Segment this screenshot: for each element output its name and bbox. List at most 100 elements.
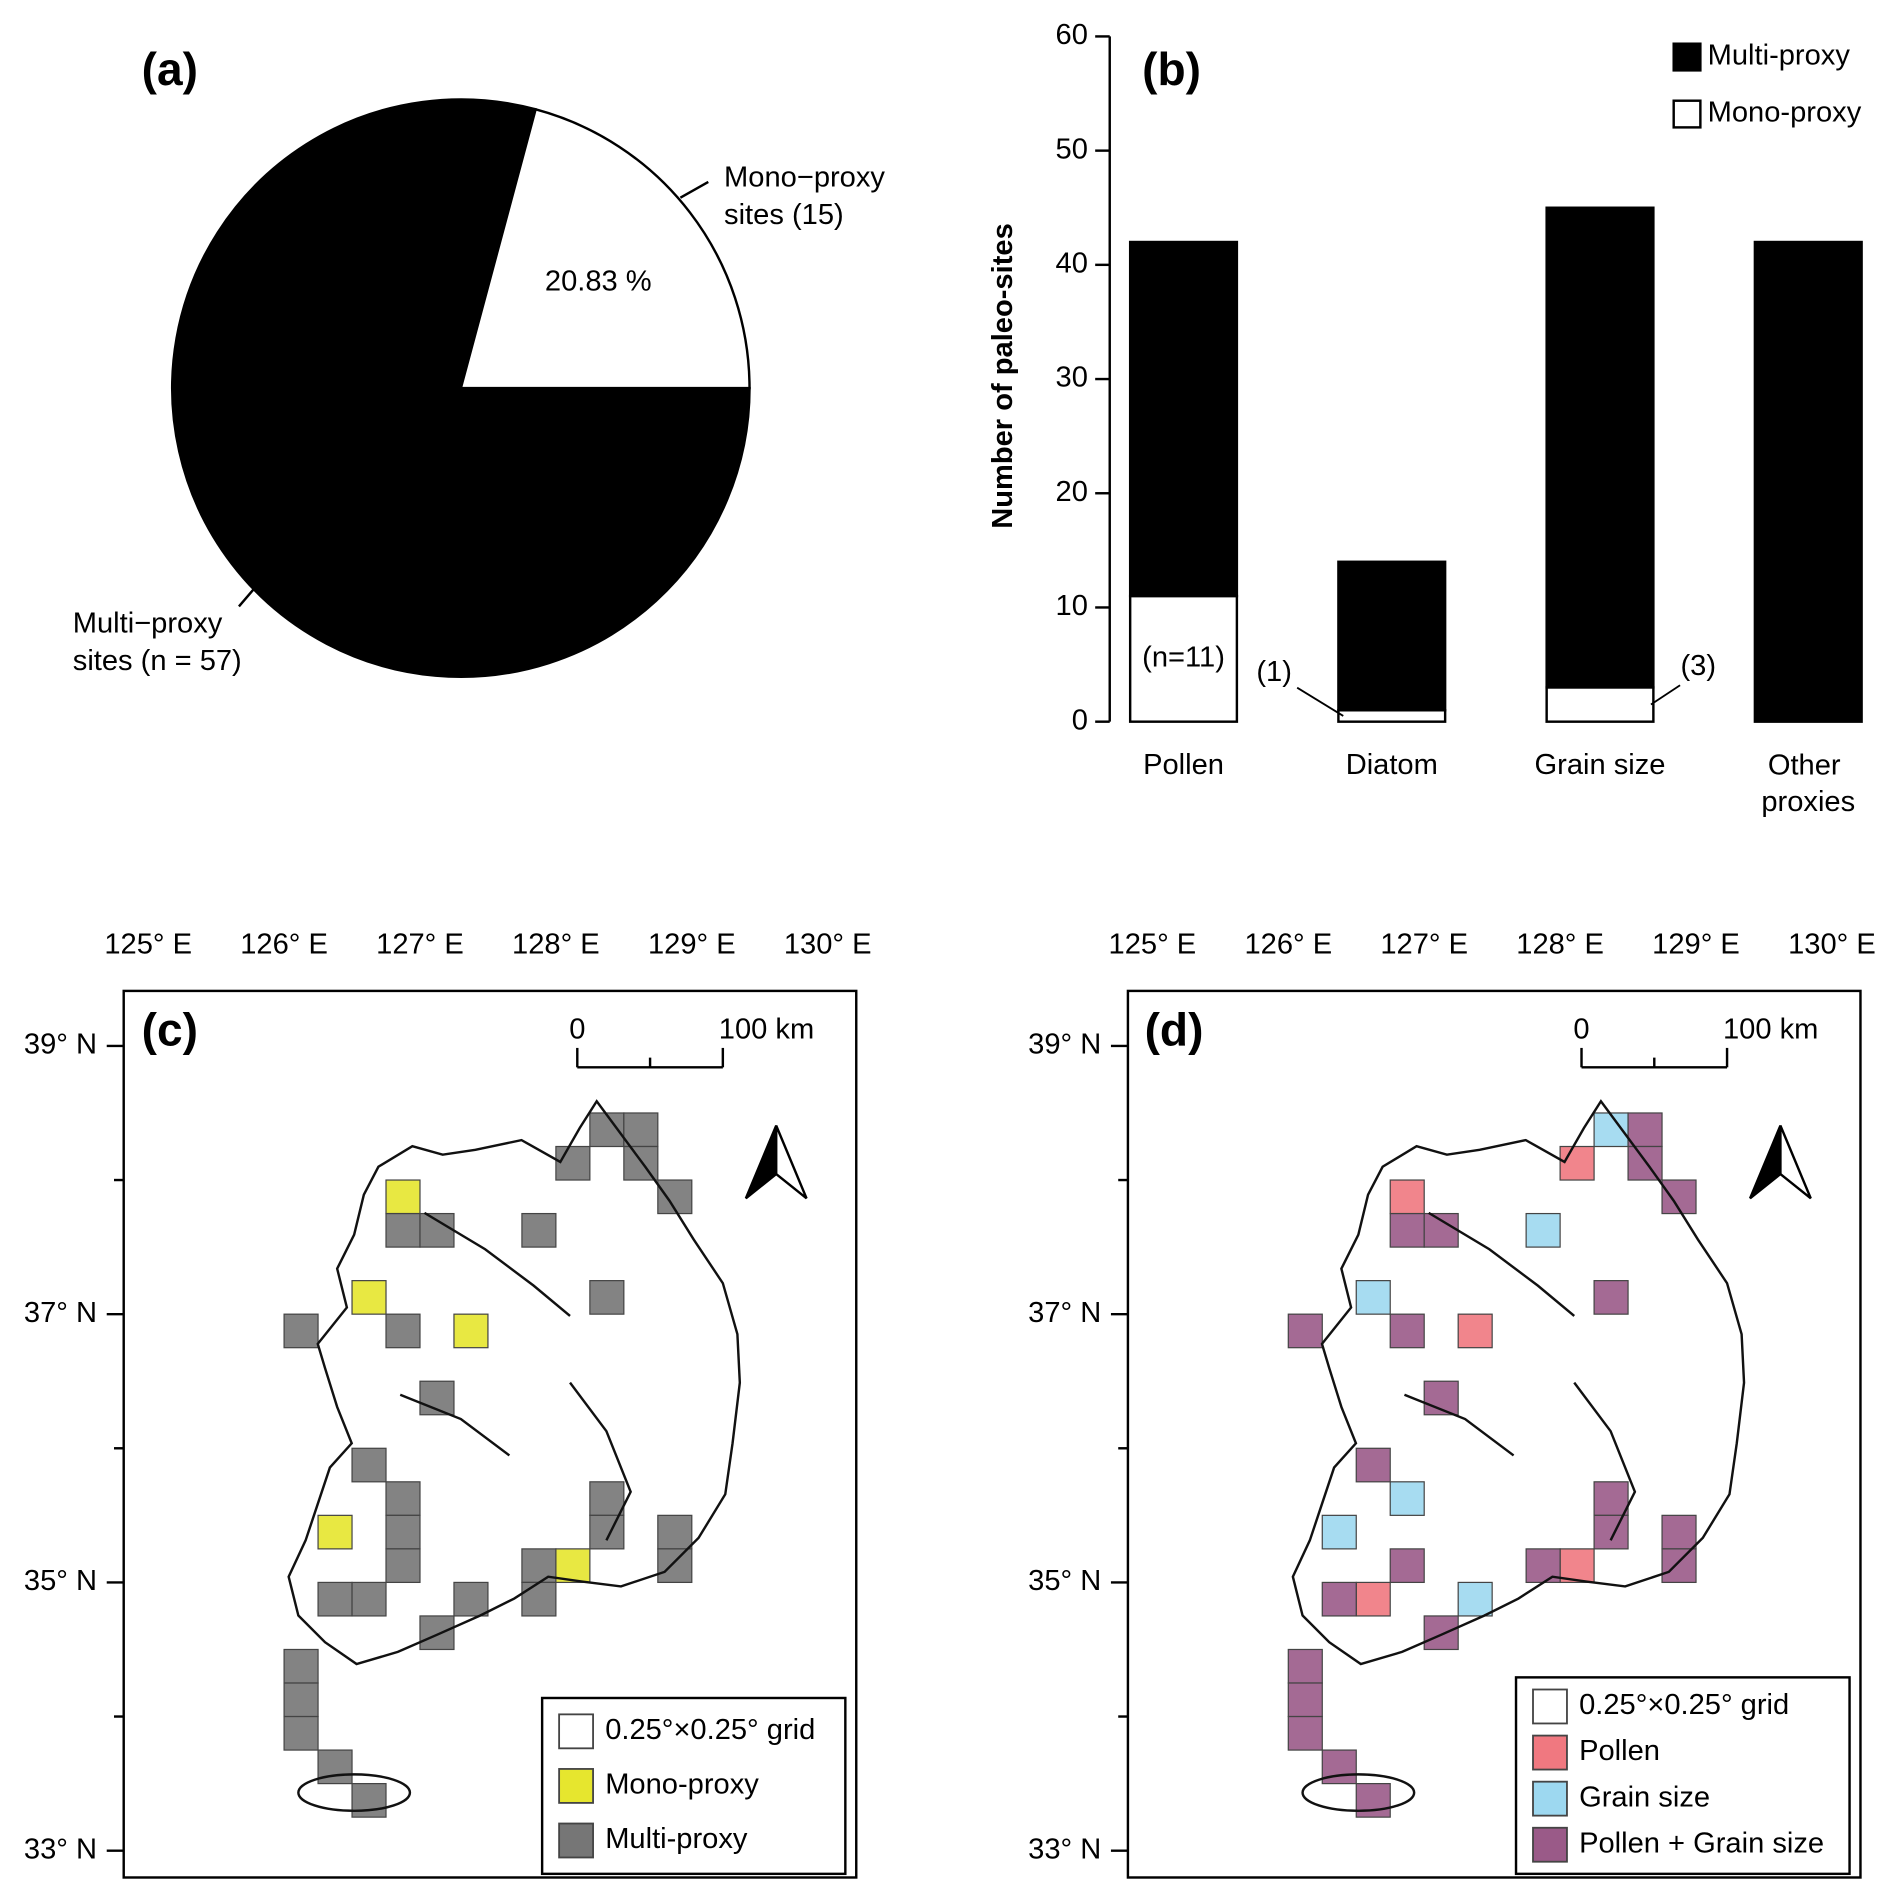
grid-cell xyxy=(1423,1615,1459,1651)
pie-slice xyxy=(459,107,751,390)
y-tick-label: 0 xyxy=(1072,704,1088,736)
x-tick-label: 125° E xyxy=(1109,929,1197,961)
grid-cell xyxy=(385,1212,421,1248)
grid-cell xyxy=(283,1648,319,1684)
grid-cell xyxy=(657,1514,693,1550)
grid-cell xyxy=(1661,1514,1697,1550)
bar-segment xyxy=(1128,240,1239,598)
x-tick-label: 128° E xyxy=(1516,929,1604,961)
bar-segment xyxy=(1753,240,1863,723)
value-label: (42) xyxy=(1574,430,1626,462)
x-tick-label: Other proxies xyxy=(1761,749,1855,817)
grid-cell xyxy=(589,1280,625,1315)
x-tick-label: 128° E xyxy=(512,929,600,961)
x-tick-label: 126° E xyxy=(240,929,328,961)
grid-cell xyxy=(657,1548,693,1584)
legend-swatch xyxy=(558,1822,594,1859)
bar-segment xyxy=(1545,686,1655,723)
y-tick-label: 39° N xyxy=(24,1029,97,1061)
legend-swatch xyxy=(1532,1780,1568,1817)
leader-line xyxy=(679,180,709,199)
slice-label: Mono−proxy sites (15) xyxy=(724,161,893,231)
legend-box xyxy=(1514,1676,1851,1876)
grid-cell xyxy=(1423,1212,1459,1248)
grid-cell xyxy=(1525,1548,1561,1584)
grid-cell xyxy=(453,1581,489,1617)
grid-cell xyxy=(1593,1514,1629,1550)
scale-label: 0 xyxy=(569,1014,585,1046)
grid-cell xyxy=(1389,1481,1425,1516)
legend-label: 0.25°×0.25° grid xyxy=(1579,1689,1789,1721)
grid-cell xyxy=(1355,1447,1391,1483)
scale-label: 100 km xyxy=(719,1014,814,1046)
grid-cell xyxy=(1661,1548,1697,1584)
value-label: 20.83 % xyxy=(545,265,652,297)
grid-cell xyxy=(351,1280,387,1315)
legend-swatch xyxy=(1672,42,1702,72)
grid-cell xyxy=(385,1179,421,1215)
panel-label: (a) xyxy=(142,43,198,95)
grid-cell xyxy=(623,1112,659,1148)
grid-cell xyxy=(555,1548,591,1584)
y-tick-label: 33° N xyxy=(24,1833,97,1865)
grid-cell xyxy=(589,1481,625,1516)
legend-label: Multi-proxy xyxy=(605,1823,748,1855)
panel-label: (b) xyxy=(1142,43,1201,95)
x-tick-label: Diatom xyxy=(1346,749,1438,781)
grid-cell xyxy=(1627,1112,1663,1148)
grid-cell xyxy=(1457,1313,1493,1349)
legend-label: Multi-proxy xyxy=(1708,40,1851,72)
grid-cell xyxy=(351,1447,387,1483)
y-tick-label: 50 xyxy=(1056,133,1088,165)
grid-cell xyxy=(623,1145,659,1181)
legend-label: Pollen + Grain size xyxy=(1579,1827,1824,1859)
scale-label: 0 xyxy=(1573,1014,1589,1046)
leader-line xyxy=(238,588,255,608)
grid-cell xyxy=(419,1212,455,1248)
x-tick-label: 130° E xyxy=(1788,929,1876,961)
coastline xyxy=(287,1099,742,1812)
legend-label: 0.25°×0.25° grid xyxy=(605,1714,815,1746)
x-tick-label: Pollen xyxy=(1143,749,1224,781)
y-tick-label: 39° N xyxy=(1028,1029,1101,1061)
map-frame xyxy=(1126,989,1862,1879)
leader-line xyxy=(1650,684,1681,706)
y-tick-label: 20 xyxy=(1056,476,1088,508)
grid-cell xyxy=(1355,1581,1391,1617)
grid-cell xyxy=(1321,1514,1357,1550)
grid-cell xyxy=(283,1715,319,1751)
grid-cell xyxy=(283,1682,319,1718)
x-tick-label: 130° E xyxy=(784,929,872,961)
legend-label: Pollen xyxy=(1579,1735,1660,1767)
grid-cell xyxy=(283,1313,319,1349)
bar-segment xyxy=(1337,709,1447,723)
grid-cell xyxy=(1287,1715,1323,1751)
bar-segment xyxy=(1545,206,1655,689)
y-tick-label: 30 xyxy=(1056,362,1088,394)
x-tick-label: 129° E xyxy=(1652,929,1740,961)
grid-cell xyxy=(419,1615,455,1651)
value-label: (13) xyxy=(1366,619,1418,651)
grid-cell xyxy=(555,1145,591,1181)
legend-label: Mono-proxy xyxy=(1708,97,1862,129)
y-tick-label: 40 xyxy=(1056,248,1088,280)
grid-cell xyxy=(385,1514,421,1550)
panel-label: (d) xyxy=(1145,1004,1204,1056)
grid-cell xyxy=(1593,1481,1629,1516)
legend-swatch xyxy=(1672,99,1702,129)
x-tick-label: 127° E xyxy=(1380,929,1468,961)
grid-cell xyxy=(1389,1212,1425,1248)
grid-cell xyxy=(1457,1581,1493,1617)
legend-swatch xyxy=(558,1768,594,1804)
x-tick-label: Grain size xyxy=(1535,749,1666,781)
grid-cell xyxy=(351,1782,387,1818)
y-tick-label: 35° N xyxy=(24,1565,97,1597)
y-tick-label: 10 xyxy=(1056,590,1088,622)
grid-cell xyxy=(1321,1581,1357,1617)
grid-cell xyxy=(317,1581,353,1617)
map-frame xyxy=(122,989,858,1879)
grid-cell xyxy=(1559,1145,1595,1181)
north-arrow xyxy=(744,1125,778,1200)
